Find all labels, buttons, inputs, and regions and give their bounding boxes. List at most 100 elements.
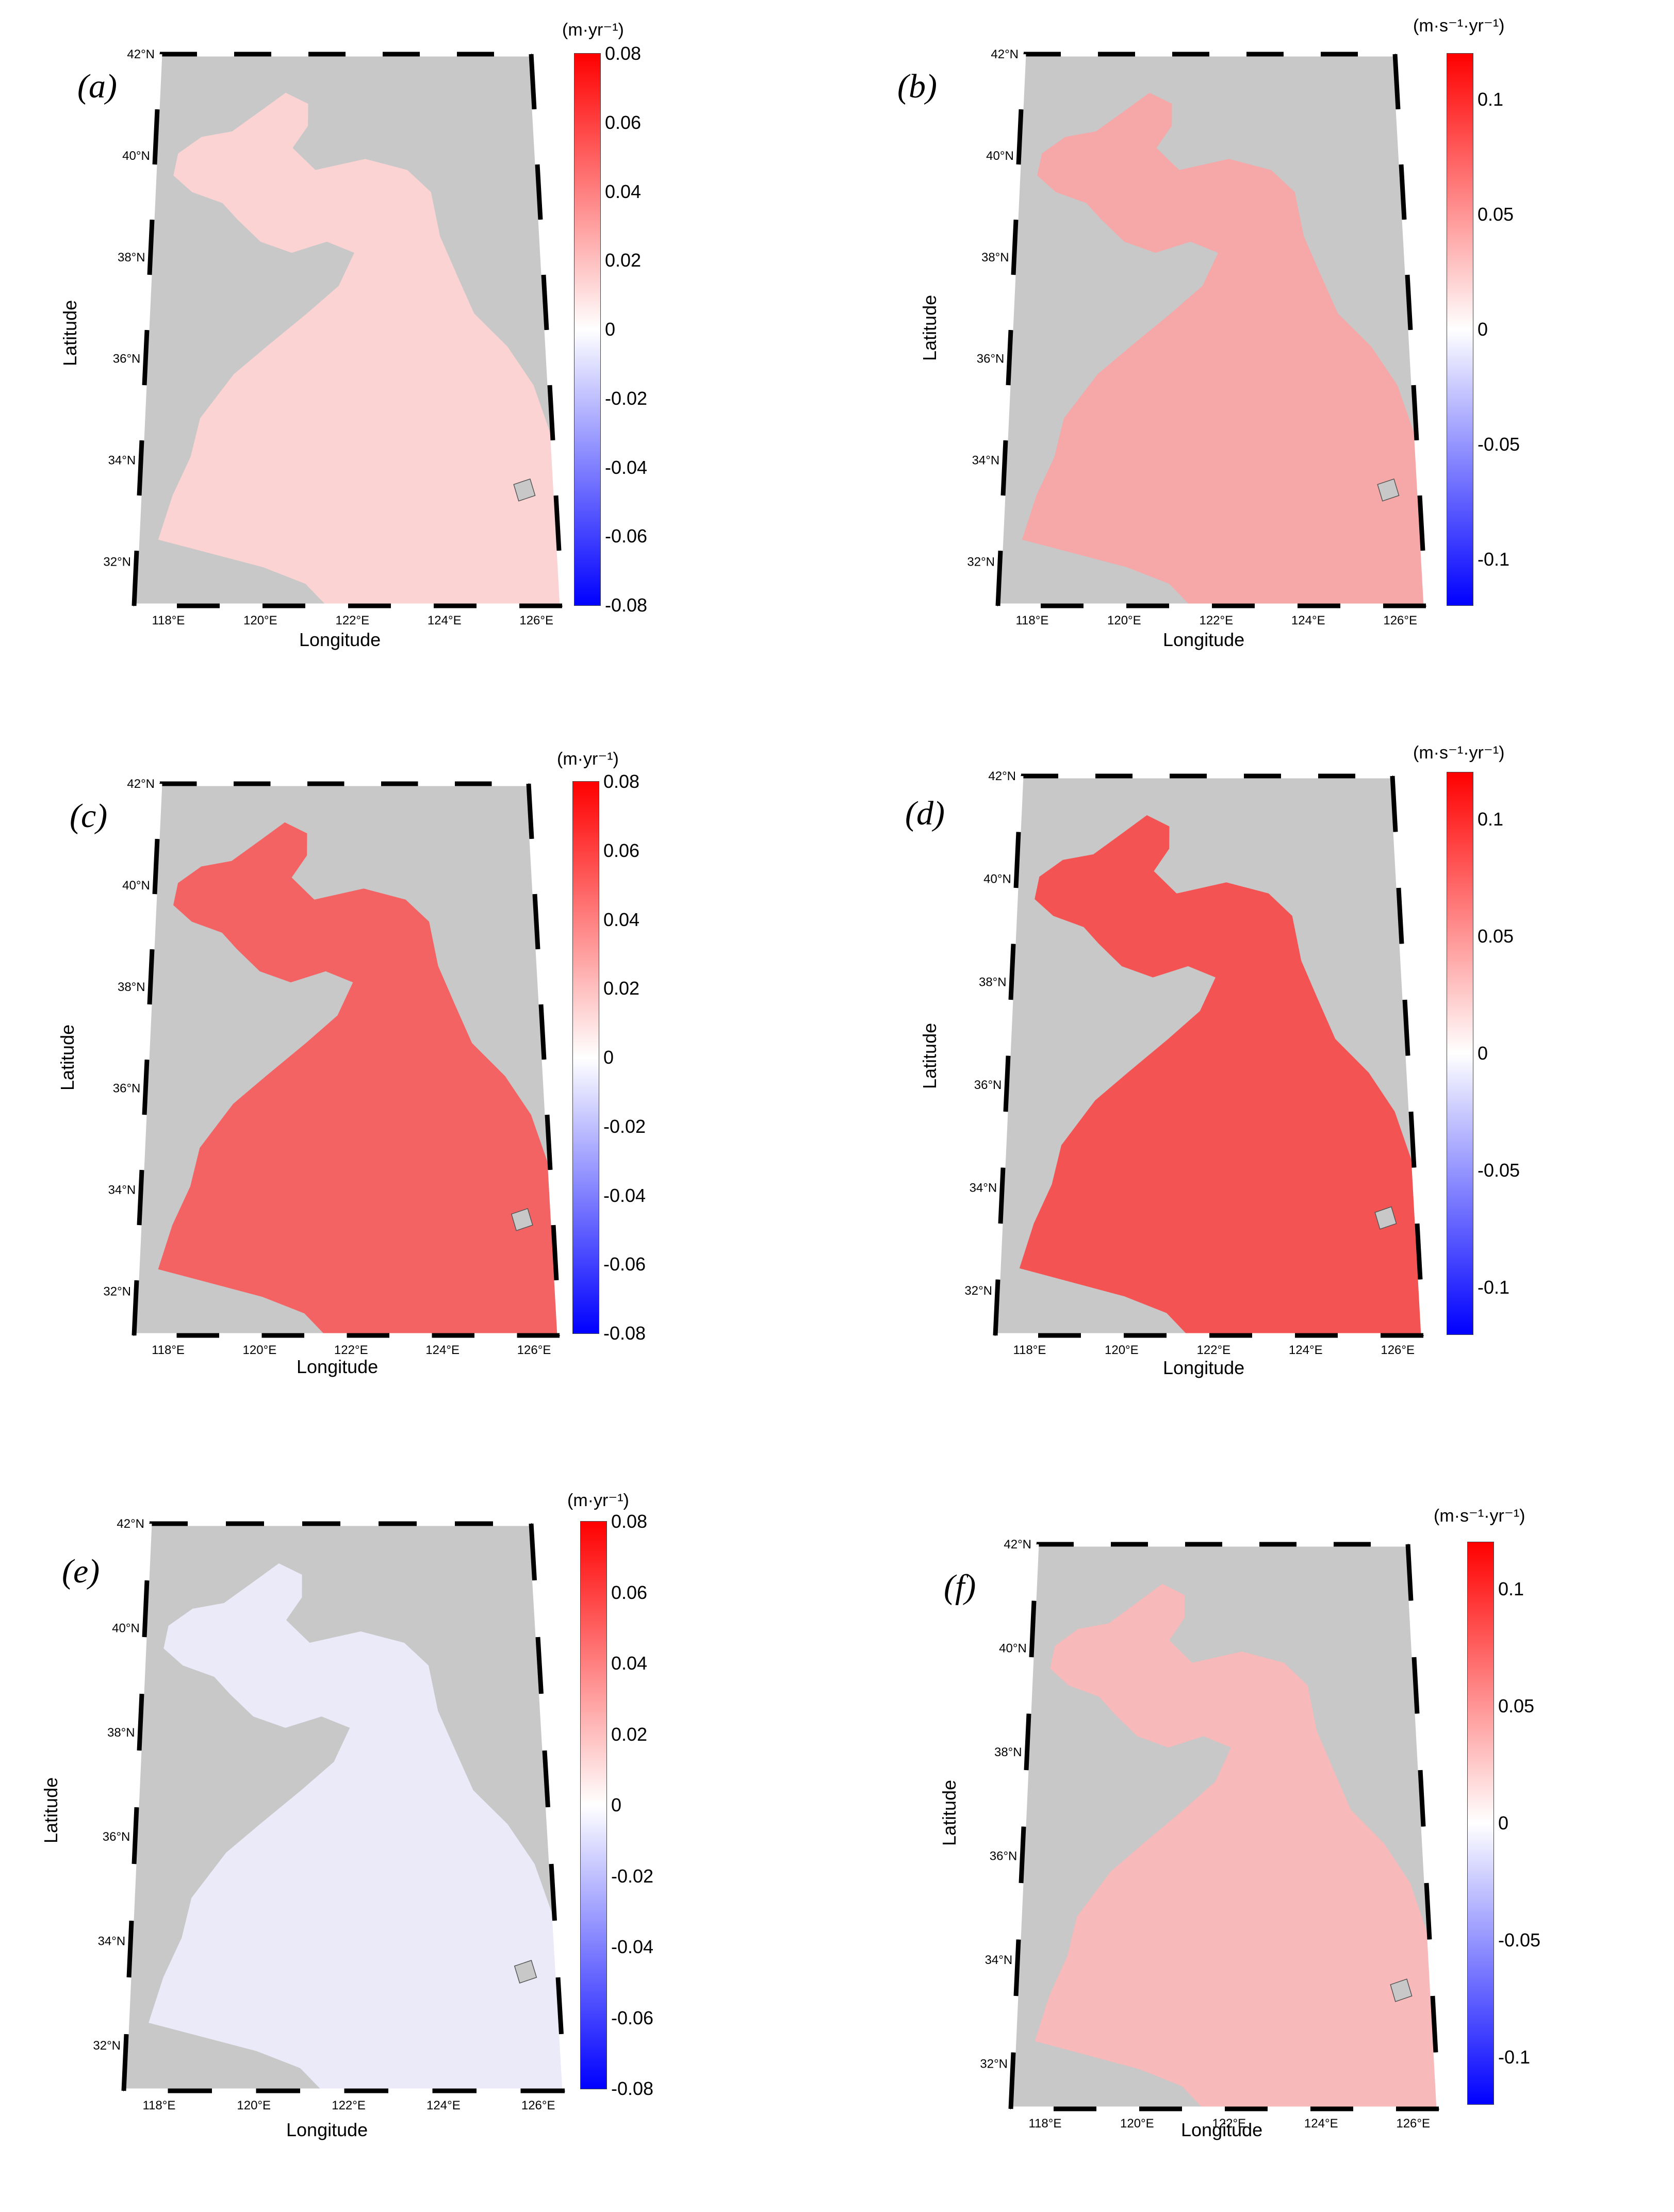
frame-dash-segment: [1430, 1995, 1438, 2053]
lon-tick-label: 122°E: [334, 1343, 368, 1357]
lon-tick-label: 120°E: [243, 614, 277, 628]
lon-tick-label: 120°E: [237, 2099, 271, 2112]
lat-tick-label: 34°N: [98, 1935, 126, 1949]
frame-dash-segment: [152, 838, 160, 895]
colorbar-tick-label: -0.08: [611, 2078, 654, 2099]
frame-dash-segment: [529, 838, 537, 895]
colorbar-tick-label: -0.1: [1498, 2046, 1531, 2068]
frame-dash-segment: [142, 329, 150, 386]
frame-dash-segment: [544, 329, 552, 386]
frame-dash-segment: [134, 1750, 142, 1808]
sea-trend-area: [1019, 815, 1423, 1335]
lat-tick-label: 34°N: [985, 1953, 1013, 1967]
lat-tick-label: 34°N: [970, 1181, 997, 1195]
lon-tick-label: 122°E: [1196, 1343, 1230, 1357]
lon-tick-label: 122°E: [1212, 2117, 1246, 2131]
island: [514, 1960, 537, 1984]
frame-dash-segment: [121, 2034, 129, 2091]
lat-tick-label: 32°N: [967, 555, 995, 569]
frame-dash-segment: [155, 54, 162, 110]
frame-dash-segment: [134, 495, 142, 551]
colorbar-tick-label: 0: [1478, 1043, 1488, 1064]
frame-dash-segment: [152, 109, 160, 165]
lat-tick-label: 42°N: [988, 769, 1016, 783]
frame-dash-segment: [1019, 54, 1026, 110]
frame-dash-segment: [532, 109, 540, 165]
frame-dash-segment: [554, 1280, 562, 1336]
frame-dash-segment: [547, 385, 555, 441]
colorbar-tick-label: 0.06: [611, 1581, 648, 1603]
frame-dash-segment: [134, 1225, 142, 1281]
frame-dash-segment: [150, 894, 157, 950]
panel-label-d: (d): [905, 795, 945, 832]
lon-tick-label: 120°E: [1107, 614, 1141, 628]
colorbar-tick-label: -0.05: [1498, 1929, 1541, 1951]
frame-dash-segment: [129, 1863, 137, 1921]
frame-dash-segment: [546, 1807, 554, 1864]
frame-dash-segment: [1399, 164, 1407, 220]
lat-tick-label: 38°N: [107, 1726, 135, 1740]
frame-dash-segment: [155, 783, 162, 839]
frame-dash-segment: [1408, 1600, 1417, 1658]
lat-tick-label: 40°N: [986, 149, 1014, 163]
frame-dash-segment: [538, 1004, 547, 1060]
lon-tick-label: 124°E: [428, 614, 462, 628]
lon-tick-label: 122°E: [1199, 614, 1233, 628]
lon-tick-label: 118°E: [152, 1343, 185, 1357]
frame-dash-segment: [142, 1580, 150, 1638]
colorbar-a: [574, 53, 601, 606]
lat-tick-label: 32°N: [980, 2057, 1008, 2071]
lat-tick-label: 38°N: [118, 251, 145, 265]
colorbar-tick-label: 0.1: [1478, 808, 1504, 830]
frame-dash-segment: [1396, 887, 1404, 944]
colorbar-tick-label: 0: [605, 319, 616, 340]
colorbar-tick-label: -0.05: [1478, 1160, 1520, 1181]
frame-dash-segment: [1003, 1055, 1011, 1112]
frame-dash-segment: [550, 440, 559, 496]
frame-dash-segment: [1393, 832, 1401, 888]
lat-tick-label: 42°N: [127, 777, 155, 791]
colorbar-tick-label: 0.08: [605, 43, 642, 64]
lat-tick-label: 40°N: [999, 1641, 1027, 1655]
frame-dash-segment: [1019, 1826, 1026, 1884]
lon-tick-label: 118°E: [152, 614, 185, 628]
frame-dash-segment: [535, 164, 543, 220]
longitude-title-f: Longitude: [1181, 2119, 1263, 2140]
frame-dash-segment: [998, 1167, 1006, 1224]
frame-dash-segment: [1008, 274, 1016, 331]
frame-dash-segment: [1405, 274, 1413, 331]
lon-tick-label: 118°E: [1015, 614, 1048, 628]
lon-tick-label: 124°E: [1304, 2117, 1338, 2131]
frame-dash-segment: [1412, 1167, 1420, 1224]
frame-dash-segment: [132, 1280, 139, 1336]
colorbar-tick-label: 0.04: [605, 180, 642, 202]
colorbar-unit-e: (m·yr⁻¹): [567, 1491, 629, 1510]
colorbar-tick-label: -0.05: [1478, 433, 1520, 455]
frame-dash-segment: [137, 1693, 144, 1751]
frame-dash-segment: [124, 1977, 132, 2035]
colorbar-tick-label: 0: [1498, 1812, 1509, 1834]
lat-tick-label: 36°N: [974, 1078, 1002, 1092]
frame-dash-segment: [137, 1169, 144, 1226]
frame-dash-segment: [541, 1059, 550, 1115]
frame-dash-segment: [1415, 1713, 1423, 1771]
colorbar-unit-a: (m·yr⁻¹): [562, 20, 624, 40]
lat-tick-label: 34°N: [108, 1183, 136, 1197]
lat-tick-label: 32°N: [103, 1284, 131, 1298]
frame-dash-segment: [1408, 329, 1416, 386]
colorbar-tick-label: 0.08: [603, 771, 640, 792]
frame-dash-segment: [1421, 1826, 1429, 1884]
frame-dash-segment: [1402, 999, 1410, 1056]
latitude-title-f: Latitude: [939, 1779, 960, 1846]
frame-dash-segment: [1399, 944, 1407, 1000]
colorbar-d: [1447, 772, 1473, 1335]
frame-dash-segment: [1016, 775, 1024, 832]
lat-tick-label: 34°N: [108, 454, 136, 468]
island: [1374, 1206, 1397, 1230]
lat-tick-label: 38°N: [994, 1745, 1022, 1759]
frame-dash-segment: [552, 1920, 561, 1978]
frame-dash-segment: [126, 1920, 134, 1978]
frame-dash-segment: [132, 550, 139, 606]
frame-dash-segment: [1013, 164, 1021, 220]
